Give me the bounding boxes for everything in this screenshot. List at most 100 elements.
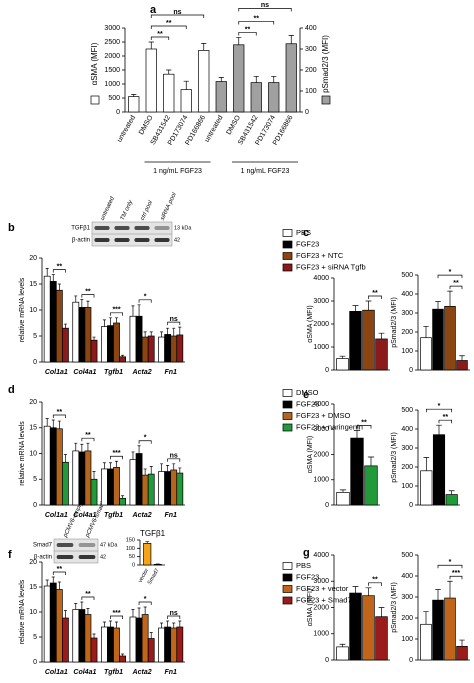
y-axis-label: αSMA (MFI) bbox=[307, 589, 314, 627]
legend-swatch bbox=[282, 562, 293, 570]
error-bar bbox=[145, 541, 150, 544]
significance-bracket bbox=[138, 440, 152, 444]
y-tick-label: 0 bbox=[325, 367, 329, 374]
significance-label: ** bbox=[372, 577, 378, 584]
blot-band bbox=[134, 226, 150, 230]
bar bbox=[164, 626, 172, 663]
x-tick-label: Fn1 bbox=[164, 369, 177, 376]
error-bar bbox=[218, 77, 224, 82]
significance-bracket bbox=[368, 582, 382, 586]
bar bbox=[84, 450, 92, 506]
blot-band bbox=[114, 226, 130, 230]
legend-label: FGF23 + siRNA Tgfb bbox=[296, 262, 366, 271]
y-tick-label: 4000 bbox=[313, 275, 329, 282]
y-tick-label: 1500 bbox=[104, 67, 120, 74]
blot-size: 13 kDa bbox=[174, 225, 192, 231]
legend-label: PBS bbox=[296, 228, 311, 237]
error-bar bbox=[339, 643, 346, 647]
bar bbox=[336, 358, 349, 371]
significance-bracket bbox=[437, 274, 463, 279]
error-bar bbox=[80, 299, 84, 308]
y2-tick-label: 400 bbox=[305, 25, 317, 32]
bar bbox=[72, 450, 80, 506]
error-bar bbox=[121, 495, 125, 499]
bar bbox=[107, 468, 114, 506]
x-tick-label: Col1a1 bbox=[45, 512, 68, 519]
legend-swatch bbox=[282, 585, 293, 593]
significance-bracket bbox=[52, 414, 66, 419]
blot-band bbox=[94, 226, 110, 230]
significance-bracket bbox=[110, 615, 123, 619]
significance-label: ** bbox=[85, 432, 91, 439]
error-bar bbox=[137, 445, 141, 454]
error-bar bbox=[131, 451, 135, 460]
y-tick-label: 300 bbox=[401, 445, 413, 452]
x-tick-label: Fn1 bbox=[164, 669, 177, 676]
legend-swatch bbox=[282, 573, 293, 582]
y-tick-label: 0 bbox=[33, 502, 37, 509]
y-tick-label: 200 bbox=[401, 464, 413, 471]
significance-bracket bbox=[81, 596, 95, 600]
chart-title: TGFβ1 bbox=[140, 529, 166, 538]
blot-protein: TGFβ1 bbox=[71, 226, 90, 232]
significance-bracket bbox=[449, 575, 463, 580]
bar bbox=[250, 82, 262, 113]
error-bar bbox=[108, 317, 112, 326]
bar bbox=[336, 492, 350, 506]
significance-label: ** bbox=[443, 414, 449, 421]
significance-label: *** bbox=[112, 610, 120, 617]
y-tick-label: 500 bbox=[108, 95, 120, 102]
error-bar bbox=[352, 305, 359, 312]
lane-label: ctrl pool bbox=[140, 199, 155, 221]
error-bar bbox=[102, 621, 106, 627]
error-bar bbox=[423, 611, 429, 625]
legend-swatch bbox=[282, 229, 293, 237]
error-bar bbox=[166, 620, 170, 627]
y-tick-label: 100 bbox=[126, 546, 135, 552]
x-tick-label: Col4a1 bbox=[73, 512, 96, 519]
y-tick-label: 3000 bbox=[313, 298, 329, 305]
legend-label: FGF23 + naringenin bbox=[296, 422, 363, 431]
y-tick-label: 2000 bbox=[104, 53, 120, 60]
significance-label: * bbox=[144, 596, 147, 603]
x-tick-label: DMSO bbox=[138, 114, 155, 136]
y-tick-label: 15 bbox=[29, 281, 37, 288]
significance-label: ** bbox=[245, 26, 251, 33]
panel-label: b bbox=[8, 222, 15, 234]
significance-label: ns bbox=[170, 316, 178, 323]
significance-label: ns bbox=[261, 2, 269, 9]
significance-bracket bbox=[167, 615, 181, 619]
error-bar bbox=[423, 457, 430, 471]
y2-tick-label: 300 bbox=[305, 46, 317, 53]
y-tick-label: 400 bbox=[401, 291, 413, 298]
bar bbox=[55, 428, 63, 506]
y-tick-label: 500 bbox=[401, 407, 413, 414]
significance-bracket bbox=[110, 455, 123, 460]
bar bbox=[84, 307, 92, 363]
error-bar bbox=[149, 632, 153, 639]
legend-swatch bbox=[282, 240, 293, 249]
significance-label: *** bbox=[112, 307, 120, 314]
bar bbox=[100, 326, 108, 363]
error-bar bbox=[80, 601, 84, 610]
y-tick-label: 0 bbox=[409, 367, 413, 374]
significance-bracket bbox=[81, 294, 95, 298]
error-bar bbox=[178, 467, 182, 474]
y-tick-label: 15 bbox=[29, 425, 37, 432]
significance-bracket bbox=[150, 14, 205, 18]
significance-label: ** bbox=[85, 591, 91, 598]
y-tick-label: 2000 bbox=[313, 604, 329, 611]
y-tick-label: 0 bbox=[325, 502, 329, 509]
y-tick-label: 3000 bbox=[313, 578, 329, 585]
bar bbox=[129, 315, 137, 363]
y-tick-label: 5 bbox=[33, 333, 37, 340]
significance-bracket bbox=[52, 269, 66, 273]
error-bar bbox=[57, 283, 61, 291]
x-tick-label: untreated bbox=[204, 114, 225, 143]
error-bar bbox=[166, 327, 170, 335]
significance-bracket bbox=[449, 285, 463, 290]
significance-bracket bbox=[167, 458, 181, 462]
bar bbox=[128, 96, 140, 113]
y-tick-label: 20 bbox=[29, 399, 37, 406]
